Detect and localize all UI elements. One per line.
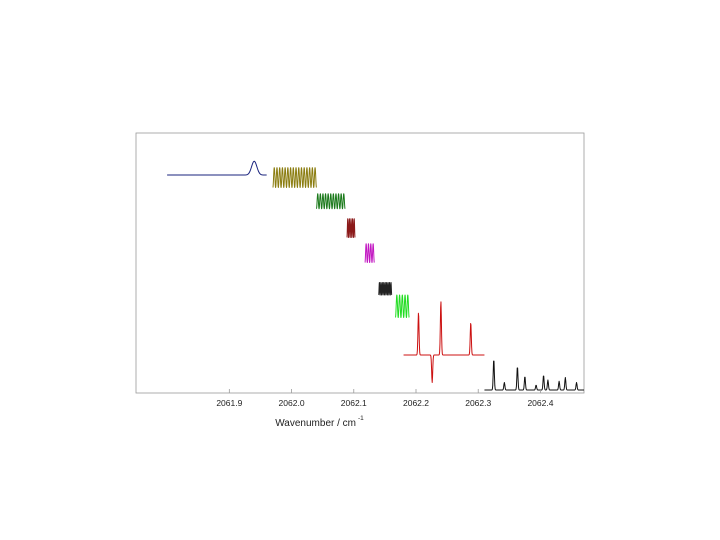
series-line-1 (167, 160, 267, 176)
x-axis-label-superscript: -1 (358, 415, 364, 422)
series-line-8 (403, 301, 485, 383)
series-layer (167, 160, 585, 391)
series-line-6 (378, 282, 393, 296)
tick-layer: 2061.9 2062.0 2062.1 2062.2 2062.3 2062.4 (216, 389, 554, 408)
x-tick-label-2: 2062.0 (279, 398, 305, 408)
x-tick-label-6: 2062.4 (527, 398, 553, 408)
plot-frame (135, 132, 585, 394)
x-tick-label-4: 2062.2 (403, 398, 429, 408)
x-tick-label-3: 2062.1 (341, 398, 367, 408)
x-tick-label-1: 2061.9 (216, 398, 242, 408)
series-line-3 (315, 193, 346, 210)
series-line-9 (484, 360, 585, 391)
series-line-7 (395, 294, 410, 318)
series-line-4 (346, 218, 356, 238)
x-tick-label-5: 2062.3 (465, 398, 491, 408)
series-line-5 (364, 243, 375, 263)
series-line-2 (272, 167, 317, 188)
x-axis-label: Wavenumber / cm (275, 418, 356, 429)
